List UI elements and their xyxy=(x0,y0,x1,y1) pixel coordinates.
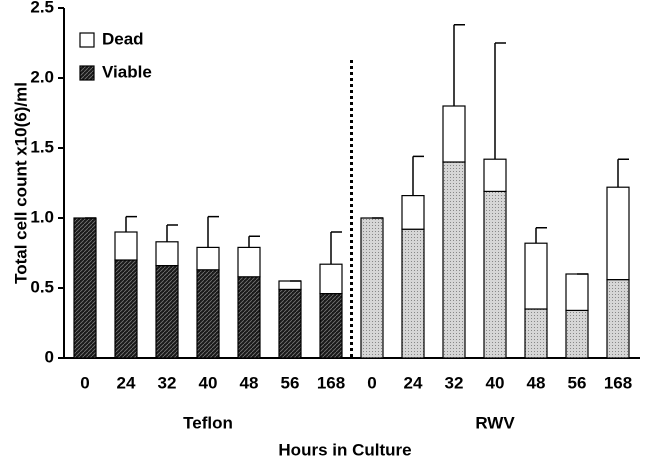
bar-segment xyxy=(196,246,220,271)
legend-label: Dead xyxy=(102,29,144,48)
y-tick-label: 2.0 xyxy=(30,67,54,86)
x-tick-label: 32 xyxy=(445,373,464,392)
bar-segment xyxy=(565,273,589,312)
bar-segment xyxy=(524,308,548,359)
bar-segment xyxy=(442,161,466,359)
bar-segment xyxy=(278,288,302,359)
y-tick-label: 0 xyxy=(45,347,54,366)
y-tick-label: 1.0 xyxy=(30,207,54,226)
y-axis-title: Total cell count x10(6)/ml xyxy=(11,82,30,284)
bar-segment xyxy=(483,190,507,359)
group-label: Teflon xyxy=(183,413,233,432)
x-tick-label: 0 xyxy=(367,373,376,392)
bar-segment xyxy=(196,269,220,359)
bar-segment xyxy=(278,280,302,290)
error-bar xyxy=(412,155,424,196)
error-bar xyxy=(330,231,342,265)
y-tick-label: 2.5 xyxy=(30,0,54,16)
error-bar xyxy=(494,42,506,160)
bar-segment xyxy=(401,228,425,359)
x-tick-label: 24 xyxy=(117,373,136,392)
bar-segment xyxy=(483,158,507,192)
x-tick-label: 168 xyxy=(317,373,345,392)
bar-segment xyxy=(360,217,384,359)
bar-segment xyxy=(155,241,179,267)
error-bar xyxy=(207,215,219,248)
error-bar xyxy=(535,227,547,244)
bar-segment xyxy=(524,242,548,310)
legend-label: Viable xyxy=(102,62,152,81)
bar-segment xyxy=(565,309,589,359)
error-bar xyxy=(248,235,260,248)
x-tick-label: 48 xyxy=(527,373,546,392)
x-tick-label: 32 xyxy=(158,373,177,392)
y-tick-label: 1.5 xyxy=(30,137,54,156)
x-tick-label: 48 xyxy=(240,373,259,392)
bar-segment xyxy=(114,259,138,359)
error-bar xyxy=(125,215,137,232)
bar-segment xyxy=(155,265,179,359)
bar-segment xyxy=(319,263,343,295)
x-axis-title: Hours in Culture xyxy=(278,440,411,459)
bar-segment xyxy=(319,293,343,359)
x-tick-label: 56 xyxy=(568,373,587,392)
x-tick-label: 24 xyxy=(404,373,423,392)
bar-segment xyxy=(401,195,425,230)
x-tick-label: 56 xyxy=(281,373,300,392)
bar-segment xyxy=(73,217,97,359)
bar-segment xyxy=(114,231,138,261)
x-tick-label: 168 xyxy=(604,373,632,392)
error-bar xyxy=(617,158,629,188)
error-bar xyxy=(453,24,465,106)
bar-segment xyxy=(442,105,466,163)
bar-segment xyxy=(606,279,630,359)
x-tick-label: 0 xyxy=(80,373,89,392)
x-tick-label: 40 xyxy=(486,373,505,392)
bar-segment xyxy=(606,186,630,281)
legend-swatch xyxy=(79,32,95,48)
error-bar xyxy=(166,224,178,242)
legend-swatch xyxy=(79,65,95,81)
group-label: RWV xyxy=(475,413,515,432)
bar-segment xyxy=(237,246,261,278)
bar-segment xyxy=(237,276,261,359)
y-tick-label: 0.5 xyxy=(30,277,54,296)
x-tick-label: 40 xyxy=(199,373,218,392)
